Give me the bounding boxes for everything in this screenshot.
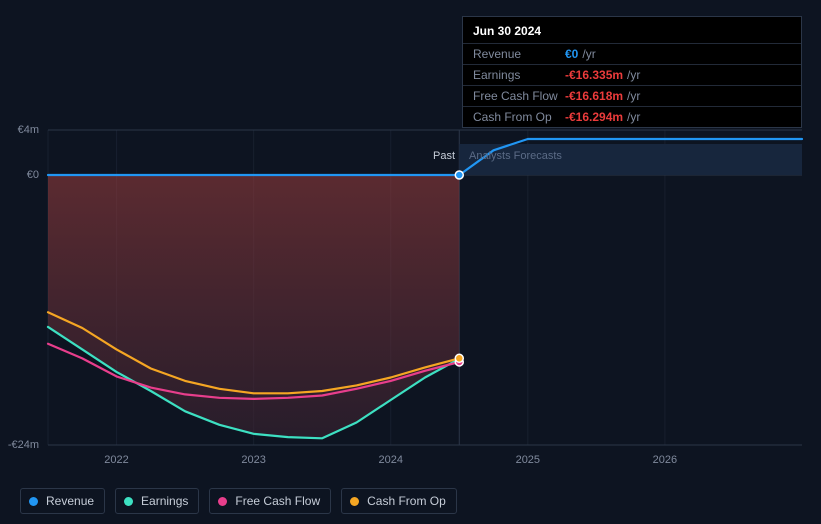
tooltip-row-label: Cash From Op: [473, 110, 565, 124]
legend-item-free_cash_flow[interactable]: Free Cash Flow: [209, 488, 331, 514]
tooltip-row-label: Free Cash Flow: [473, 89, 565, 103]
period-label-past: Past: [433, 150, 455, 162]
chart-tooltip: Jun 30 2024 Revenue€0/yrEarnings-€16.335…: [462, 16, 802, 128]
x-axis-label: 2023: [241, 454, 265, 466]
legend-color-dot: [124, 497, 133, 506]
tooltip-row-label: Revenue: [473, 47, 565, 61]
y-axis-label: €0: [27, 169, 39, 181]
tooltip-row-unit: /yr: [627, 89, 640, 103]
legend-item-label: Revenue: [46, 494, 94, 508]
x-axis-label: 2025: [516, 454, 540, 466]
legend-item-revenue[interactable]: Revenue: [20, 488, 105, 514]
legend-item-earnings[interactable]: Earnings: [115, 488, 199, 514]
y-axis-label: -€24m: [8, 439, 39, 451]
legend-color-dot: [29, 497, 38, 506]
tooltip-title: Jun 30 2024: [463, 17, 801, 43]
legend-item-label: Free Cash Flow: [235, 494, 320, 508]
period-label-forecast: Analysts Forecasts: [469, 150, 562, 162]
tooltip-row-value: -€16.294m: [565, 110, 623, 124]
legend-item-label: Earnings: [141, 494, 188, 508]
legend-item-cash_from_op[interactable]: Cash From Op: [341, 488, 457, 514]
x-axis-label: 2022: [104, 454, 128, 466]
tooltip-row-value: -€16.618m: [565, 89, 623, 103]
tooltip-row-unit: /yr: [627, 110, 640, 124]
tooltip-row: Cash From Op-€16.294m/yr: [463, 106, 801, 127]
legend-color-dot: [218, 497, 227, 506]
x-axis-label: 2026: [653, 454, 677, 466]
y-axis-label: €4m: [18, 124, 39, 136]
legend-item-label: Cash From Op: [367, 494, 446, 508]
series-marker-revenue: [455, 171, 463, 179]
tooltip-row: Earnings-€16.335m/yr: [463, 64, 801, 85]
tooltip-row-value: -€16.335m: [565, 68, 623, 82]
x-axis-label: 2024: [378, 454, 402, 466]
tooltip-row: Free Cash Flow-€16.618m/yr: [463, 85, 801, 106]
tooltip-row-unit: /yr: [582, 47, 595, 61]
series-marker-cash_from_op: [455, 354, 463, 362]
financials-chart: €4m €0 -€24m 2022 2023 2024 2025 2026 Past Ana…: [0, 0, 821, 524]
tooltip-row-label: Earnings: [473, 68, 565, 82]
tooltip-row-value: €0: [565, 47, 578, 61]
legend-color-dot: [350, 497, 359, 506]
chart-legend: Revenue Earnings Free Cash Flow Cash From O…: [20, 488, 457, 514]
tooltip-row-unit: /yr: [627, 68, 640, 82]
tooltip-row: Revenue€0/yr: [463, 43, 801, 64]
